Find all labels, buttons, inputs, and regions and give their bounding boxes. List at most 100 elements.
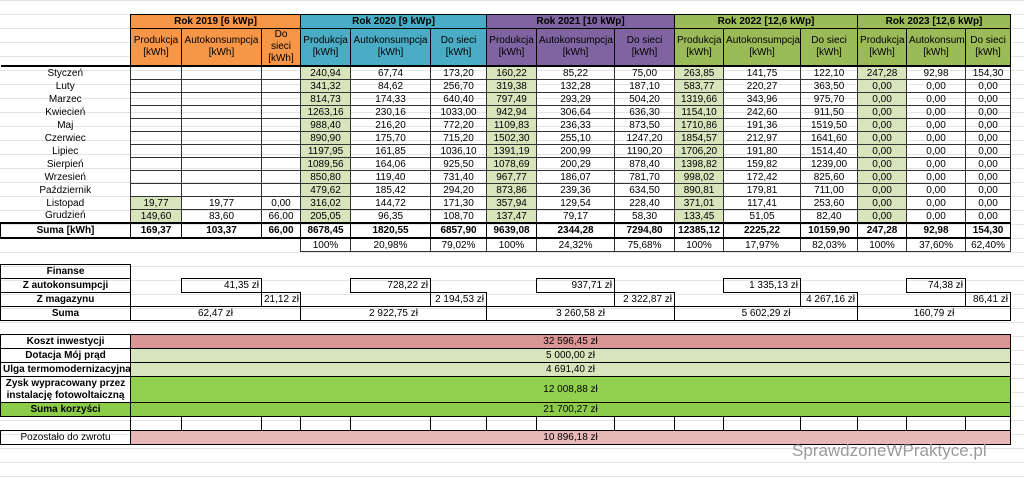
production-value[interactable]: 247,28	[857, 65, 908, 80]
autoconsumption-value[interactable]: 129,54	[536, 196, 616, 210]
to-grid-value[interactable]: 0,00	[965, 118, 1012, 132]
finance-sum-2022[interactable]: 5 602,29 zł	[674, 306, 859, 321]
autoconsumption-savings-2019[interactable]: 41,35 zł	[181, 278, 262, 293]
autoconsumption-value[interactable]: 132,28	[536, 79, 616, 93]
to-grid-value[interactable]: 1033,00	[430, 105, 488, 119]
production-value[interactable]	[130, 65, 182, 80]
production-value[interactable]: 0,00	[857, 209, 908, 224]
autoconsumption-value[interactable]: 306,64	[536, 105, 616, 119]
to-grid-value[interactable]: 58,30	[614, 209, 676, 224]
to-grid-value[interactable]: 640,40	[430, 92, 488, 106]
sum-value[interactable]: 9639,08	[486, 222, 538, 239]
sum-value[interactable]: 154,30	[965, 222, 1012, 239]
autoconsumption-value[interactable]: 172,42	[723, 170, 802, 184]
to-grid-value[interactable]: 0,00	[965, 79, 1012, 93]
production-value[interactable]: 890,81	[674, 183, 725, 197]
production-value[interactable]: 1154,10	[674, 105, 725, 119]
production-value[interactable]: 371,01	[674, 196, 725, 210]
production-value[interactable]: 205,05	[300, 209, 352, 224]
autoconsumption-value[interactable]	[181, 157, 262, 171]
autoconsumption-value[interactable]: 79,17	[536, 209, 616, 224]
to-grid-value[interactable]: 0,00	[965, 170, 1012, 184]
autoconsumption-value[interactable]: 230,16	[350, 105, 432, 119]
to-grid-value[interactable]: 1190,20	[614, 144, 676, 158]
summary-value[interactable]: 32 596,45 zł	[129, 334, 1012, 349]
to-grid-value[interactable]: 1641,60	[800, 131, 859, 145]
autoconsumption-value[interactable]	[181, 144, 262, 158]
production-value[interactable]: 1398,82	[674, 157, 725, 171]
to-grid-value[interactable]: 0,00	[260, 196, 302, 210]
autoconsumption-value[interactable]: 85,22	[536, 65, 616, 80]
to-grid-value[interactable]: 171,30	[430, 196, 488, 210]
production-value[interactable]	[130, 79, 182, 93]
autoconsumption-value[interactable]	[181, 105, 262, 119]
to-grid-value[interactable]: 504,20	[614, 92, 676, 106]
autoconsumption-value[interactable]	[181, 183, 262, 197]
production-value[interactable]: 873,86	[486, 183, 538, 197]
finance-sum-2019[interactable]: 62,47 zł	[129, 306, 302, 321]
storage-savings-2019[interactable]: 21,12 zł	[260, 292, 302, 307]
sum-value[interactable]: 1820,55	[350, 222, 432, 239]
autoconsumption-value[interactable]: 161,85	[350, 144, 432, 158]
to-grid-value[interactable]: 1036,10	[430, 144, 488, 158]
summary-value[interactable]: 4 691,40 zł	[129, 362, 1012, 377]
to-grid-value[interactable]: 975,70	[800, 92, 859, 106]
sum-value[interactable]: 12385,12	[674, 222, 725, 239]
autoconsumption-value[interactable]: 0,00	[906, 209, 967, 224]
production-value[interactable]: 967,77	[486, 170, 538, 184]
to-grid-value[interactable]: 0,00	[965, 183, 1012, 197]
sum-value[interactable]: 169,37	[130, 222, 182, 239]
to-grid-value[interactable]: 82,40	[800, 209, 859, 224]
autoconsumption-value[interactable]: 0,00	[906, 157, 967, 171]
autoconsumption-value[interactable]: 19,77	[181, 196, 262, 210]
production-value[interactable]: 19,77	[130, 196, 182, 210]
remaining-value[interactable]: 10 896,18 zł	[129, 430, 1012, 445]
autoconsumption-value[interactable]	[181, 131, 262, 145]
autoconsumption-value[interactable]: 175,70	[350, 131, 432, 145]
to-grid-value[interactable]: 772,20	[430, 118, 488, 132]
production-value[interactable]: 0,00	[857, 105, 908, 119]
to-grid-value[interactable]: 0,00	[965, 92, 1012, 106]
production-value[interactable]: 133,45	[674, 209, 725, 224]
to-grid-value[interactable]: 0,00	[965, 105, 1012, 119]
production-value[interactable]: 137,47	[486, 209, 538, 224]
autoconsumption-value[interactable]: 200,99	[536, 144, 616, 158]
summary-value[interactable]: 21 700,27 zł	[129, 402, 1012, 417]
to-grid-value[interactable]: 1247,20	[614, 131, 676, 145]
production-value[interactable]: 357,94	[486, 196, 538, 210]
autoconsumption-value[interactable]: 200,29	[536, 157, 616, 171]
sum-value[interactable]: 103,37	[181, 222, 262, 239]
sum-value[interactable]: 66,00	[260, 222, 302, 239]
production-value[interactable]: 1706,20	[674, 144, 725, 158]
to-grid-value[interactable]: 878,40	[614, 157, 676, 171]
production-value[interactable]: 0,00	[857, 131, 908, 145]
to-grid-value[interactable]: 1514,40	[800, 144, 859, 158]
autoconsumption-value[interactable]: 179,81	[723, 183, 802, 197]
autoconsumption-value[interactable]: 174,33	[350, 92, 432, 106]
autoconsumption-value[interactable]: 144,72	[350, 196, 432, 210]
production-value[interactable]: 0,00	[857, 79, 908, 93]
production-value[interactable]: 0,00	[857, 92, 908, 106]
to-grid-value[interactable]: 66,00	[260, 209, 302, 224]
production-value[interactable]: 1109,83	[486, 118, 538, 132]
autoconsumption-savings-2020[interactable]: 728,22 zł	[350, 278, 432, 293]
production-value[interactable]: 1502,30	[486, 131, 538, 145]
autoconsumption-value[interactable]: 255,10	[536, 131, 616, 145]
production-value[interactable]	[130, 183, 182, 197]
to-grid-value[interactable]: 173,20	[430, 65, 488, 80]
autoconsumption-value[interactable]: 0,00	[906, 92, 967, 106]
finance-sum-2023[interactable]: 160,79 zł	[857, 306, 1012, 321]
to-grid-value[interactable]: 108,70	[430, 209, 488, 224]
production-value[interactable]: 1263,16	[300, 105, 352, 119]
storage-savings-2021[interactable]: 2 322,87 zł	[614, 292, 676, 307]
production-value[interactable]: 160,22	[486, 65, 538, 80]
to-grid-value[interactable]	[260, 105, 302, 119]
to-grid-value[interactable]	[260, 79, 302, 93]
autoconsumption-value[interactable]: 220,27	[723, 79, 802, 93]
production-value[interactable]: 583,77	[674, 79, 725, 93]
sum-value[interactable]: 6857,90	[430, 222, 488, 239]
autoconsumption-value[interactable]: 0,00	[906, 105, 967, 119]
to-grid-value[interactable]: 0,00	[965, 196, 1012, 210]
production-value[interactable]: 850,80	[300, 170, 352, 184]
autoconsumption-value[interactable]	[181, 170, 262, 184]
